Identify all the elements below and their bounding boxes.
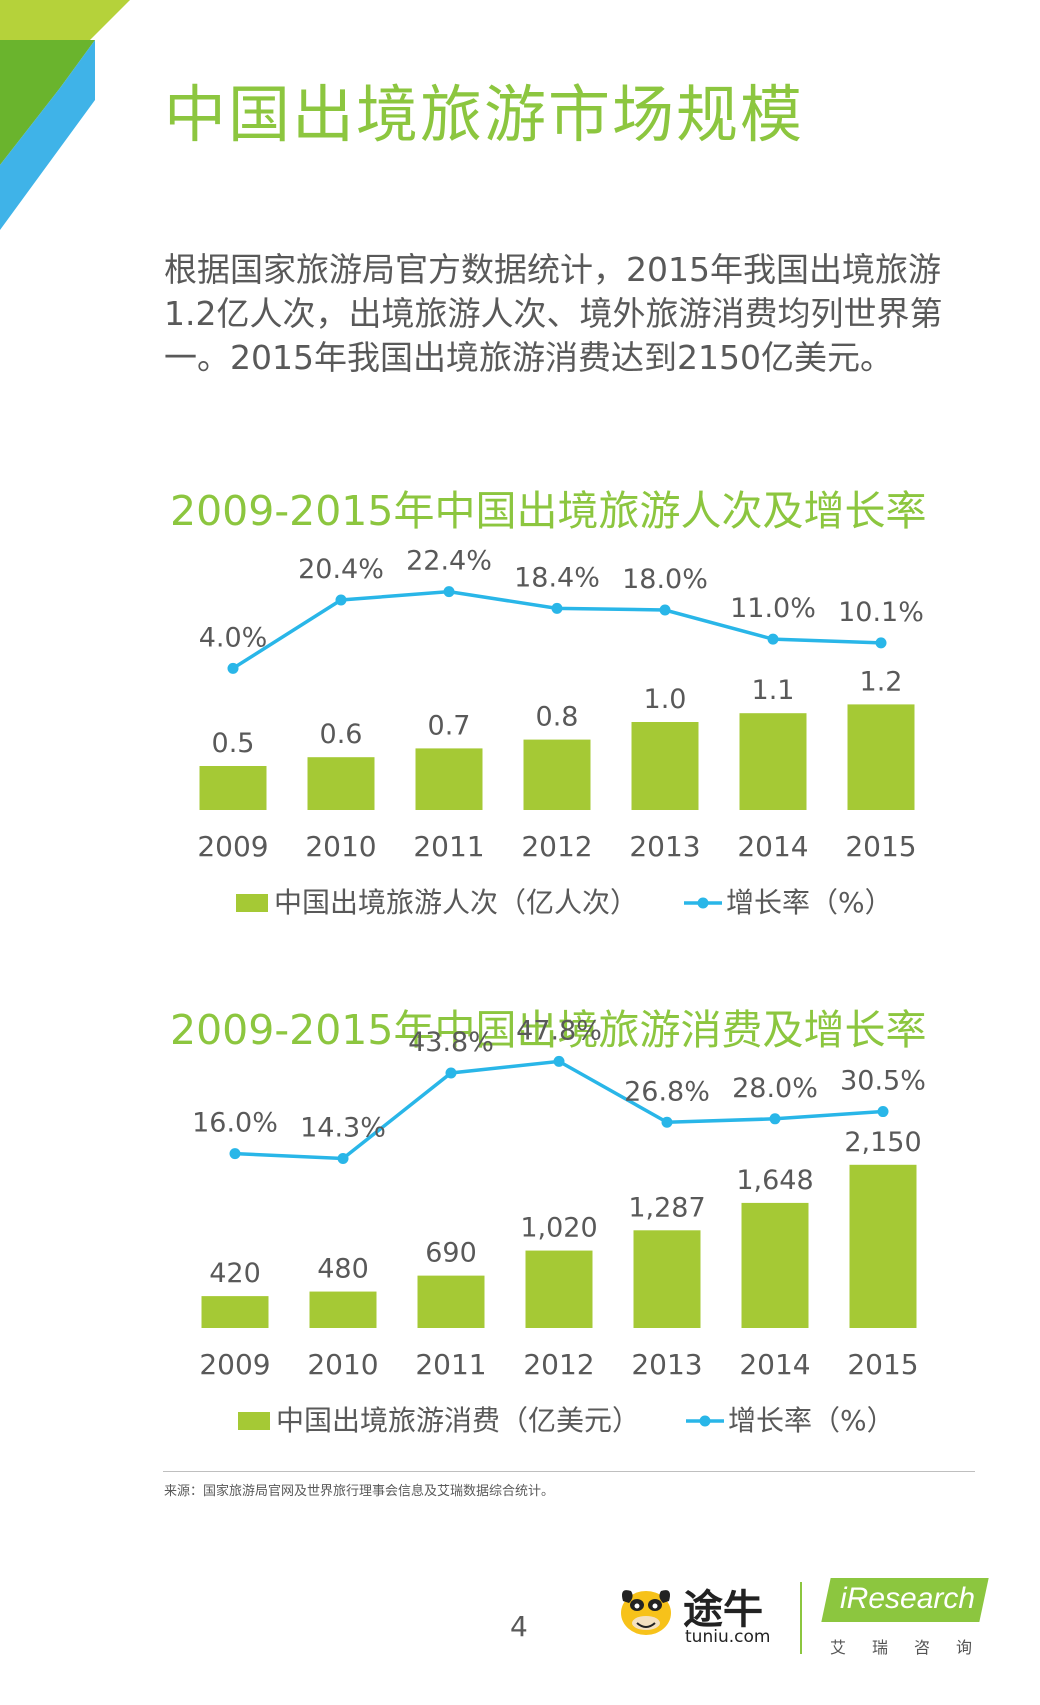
growth-value-label: 47.8%: [516, 1015, 602, 1046]
growth-value-label: 43.8%: [408, 1027, 494, 1058]
growth-point: [875, 637, 887, 649]
corner-decoration: [0, 0, 130, 230]
iresearch-cn-name: 艾瑞咨询: [830, 1638, 999, 1657]
legend-line-label: 增长率（%）: [726, 886, 893, 919]
x-tick-label: 2015: [847, 1348, 918, 1381]
x-tick-label: 2012: [523, 1348, 594, 1381]
growth-value-label: 14.3%: [300, 1113, 386, 1144]
growth-point: [443, 586, 455, 598]
logo-divider: [800, 1582, 802, 1654]
growth-point: [337, 1153, 349, 1165]
growth-value-label: 16.0%: [192, 1108, 278, 1139]
bar: [201, 1296, 269, 1328]
x-tick-label: 2010: [307, 1348, 378, 1381]
travelers-chart: 0.5 0.6 0.7 0.8 1.0 1.1 1.2 2009 2010 2011 2012 201…: [197, 546, 924, 919]
legend-bar-label: 中国出境旅游消费（亿美元）: [276, 1404, 640, 1437]
growth-point: [659, 604, 671, 616]
growth-point: [553, 1055, 565, 1067]
growth-value-label: 18.0%: [622, 564, 708, 595]
growth-value-label: 18.4%: [514, 562, 600, 593]
legend-line-marker: [699, 1415, 711, 1427]
legend-bar-label: 中国出境旅游人次（亿人次）: [274, 886, 638, 919]
iresearch-name: iResearch: [840, 1582, 976, 1615]
bar-value-label: 1.1: [752, 675, 795, 706]
bar-value-label: 0.6: [320, 719, 363, 750]
tuniu-logo: 途牛 tuniu.com: [615, 1575, 785, 1655]
x-tick-label: 2015: [845, 830, 916, 863]
bar-value-label: 0.8: [536, 702, 579, 733]
bar-value-label: 2,150: [844, 1127, 921, 1158]
bar: [309, 1291, 377, 1328]
bar: [847, 704, 915, 810]
growth-point: [551, 602, 563, 614]
growth-value-label: 26.8%: [624, 1076, 710, 1107]
bar-value-label: 420: [209, 1258, 261, 1289]
x-tick-label: 2009: [197, 830, 268, 863]
bar: [849, 1164, 917, 1328]
x-tick-label: 2013: [629, 830, 700, 863]
x-tick-label: 2013: [631, 1348, 702, 1381]
growth-point: [767, 633, 779, 645]
bar-value-label: 1.0: [644, 684, 687, 715]
growth-value-label: 28.0%: [732, 1073, 818, 1104]
bar-value-label: 480: [317, 1254, 369, 1285]
tuniu-name: 途牛: [683, 1587, 763, 1633]
bar: [633, 1230, 701, 1328]
intro-paragraph: 根据国家旅游局官方数据统计，2015年我国出境旅游1.2亿人次，出境旅游人次、境…: [164, 250, 943, 377]
x-tick-label: 2014: [737, 830, 808, 863]
bar: [417, 1275, 485, 1328]
growth-value-label: 30.5%: [840, 1066, 926, 1097]
bar: [199, 766, 267, 810]
bar: [741, 1202, 809, 1328]
legend-line-label: 增长率（%）: [728, 1404, 895, 1437]
page-title: 中国出境旅游市场规模: [164, 78, 805, 151]
iresearch-logo: iResearch 艾瑞咨询: [821, 1578, 999, 1658]
growth-point: [227, 662, 239, 674]
bar: [415, 748, 483, 810]
cow-icon: [621, 1590, 671, 1635]
growth-point: [229, 1148, 241, 1160]
growth-point: [335, 594, 347, 606]
spending-chart: 420 480 690 1,020 1,287 1,648 2,150 2009 2010 201…: [192, 1015, 926, 1437]
chart-title-spending: 2009-2015年中国出境旅游消费及增长率: [170, 1006, 927, 1054]
bar-value-label: 1,287: [628, 1192, 705, 1223]
bar-value-label: 0.5: [212, 728, 255, 759]
growth-value-label: 20.4%: [298, 554, 384, 585]
source-divider: [163, 1471, 975, 1472]
chart-title-travelers: 2009-2015年中国出境旅游人次及增长率: [170, 487, 927, 535]
bar: [307, 757, 375, 810]
source-note: 来源：国家旅游局官网及世界旅行理事会信息及艾瑞数据综合统计。: [164, 1484, 555, 1499]
bar-value-label: 1.2: [860, 666, 903, 697]
x-tick-label: 2011: [415, 1348, 486, 1381]
growth-point: [661, 1116, 673, 1128]
bar-value-label: 1,648: [736, 1165, 813, 1196]
legend-line-marker: [697, 897, 709, 909]
x-tick-label: 2009: [199, 1348, 270, 1381]
bar: [525, 1250, 593, 1328]
growth-point: [877, 1106, 889, 1118]
bar: [739, 713, 807, 810]
growth-point: [445, 1067, 457, 1079]
x-tick-label: 2012: [521, 830, 592, 863]
bar: [631, 722, 699, 810]
bar-value-label: 0.7: [428, 710, 471, 741]
bar-value-label: 690: [425, 1238, 477, 1269]
growth-value-label: 4.0%: [199, 622, 268, 653]
legend-bar-swatch: [236, 894, 268, 912]
tuniu-url: tuniu.com: [685, 1627, 771, 1647]
growth-value-label: 22.4%: [406, 546, 492, 577]
growth-value-label: 10.1%: [838, 597, 924, 628]
bar: [523, 739, 591, 810]
x-tick-label: 2010: [305, 830, 376, 863]
bar-value-label: 1,020: [520, 1213, 597, 1244]
x-tick-label: 2011: [413, 830, 484, 863]
page-number: 4: [510, 1610, 528, 1643]
legend-bar-swatch: [238, 1412, 270, 1430]
growth-point: [769, 1113, 781, 1125]
growth-value-label: 11.0%: [730, 593, 816, 624]
x-tick-label: 2014: [739, 1348, 810, 1381]
